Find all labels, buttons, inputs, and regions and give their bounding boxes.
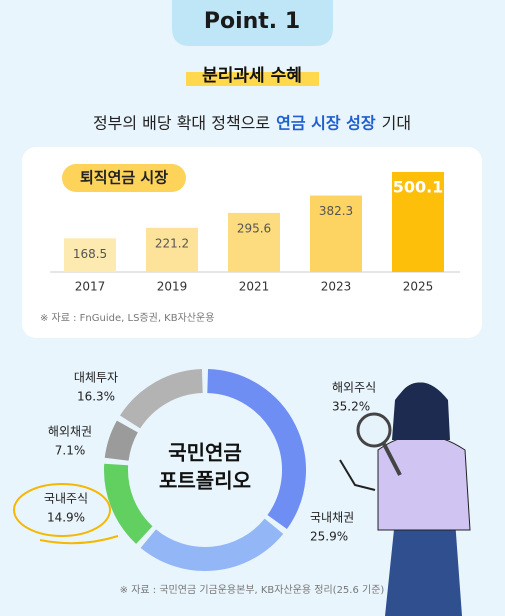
bar: [392, 171, 444, 272]
donut-segment: [140, 518, 284, 571]
donut-segment: [104, 463, 153, 544]
bar: [228, 212, 280, 272]
value-label: 168.5: [73, 247, 107, 261]
bar-note: ※ 자료 : FnGuide, LS증권, KB자산운용: [40, 312, 214, 324]
x-tick-label: 2025: [403, 280, 434, 294]
category-label: 국내주식: [44, 492, 88, 506]
category-label: 대체투자: [74, 371, 118, 385]
x-tick-label: 2023: [321, 280, 352, 294]
subtitle: 기대: [382, 114, 411, 133]
illustration: [339, 382, 471, 616]
donut-segment: [119, 369, 204, 429]
bar: [310, 195, 362, 272]
value-label: 14.9%: [47, 511, 85, 525]
value-label: 500.1: [393, 177, 444, 196]
donut-note: ※ 자료 : 국민연금 기금운용본부, KB자산운용 정리(25.6 기준): [120, 584, 385, 596]
value-label: 221.2: [155, 236, 189, 250]
x-tick-label: 2019: [157, 280, 188, 294]
badge-bg: [172, 0, 333, 46]
bar: [64, 238, 116, 272]
value-label: 16.3%: [77, 390, 115, 404]
category-label: 해외주식: [332, 381, 376, 395]
category-label: 해외채권: [48, 425, 92, 439]
subtitle: 정부의 배당 확대 정책으로: [93, 114, 270, 133]
value-label: 382.3: [319, 204, 353, 218]
bar-title: 퇴직연금 시장: [80, 169, 168, 187]
value-label: 25.9%: [310, 530, 348, 544]
highlight: [186, 72, 319, 86]
x-tick-label: 2021: [239, 280, 270, 294]
category-label: 국내채권: [310, 511, 354, 525]
value-label: 35.2%: [332, 400, 370, 414]
donut-center: 포트폴리오: [159, 469, 251, 493]
donut-segment: [104, 420, 139, 462]
badge: Point. 1: [204, 9, 300, 34]
value-label: 295.6: [237, 221, 271, 235]
subtitle-emphasis: 연금 시장 성장: [276, 114, 376, 133]
emphasis-circle: [13, 483, 111, 537]
donut-segment: [206, 369, 306, 530]
title: 분리과세 수혜: [202, 66, 302, 86]
emphasis-arrow: [39, 535, 119, 545]
value-label: 7.1%: [55, 444, 86, 458]
x-tick-label: 2017: [75, 280, 106, 294]
bar: [146, 227, 198, 272]
donut-center: 국민연금: [168, 441, 242, 465]
bar-title-pill: [62, 164, 186, 192]
